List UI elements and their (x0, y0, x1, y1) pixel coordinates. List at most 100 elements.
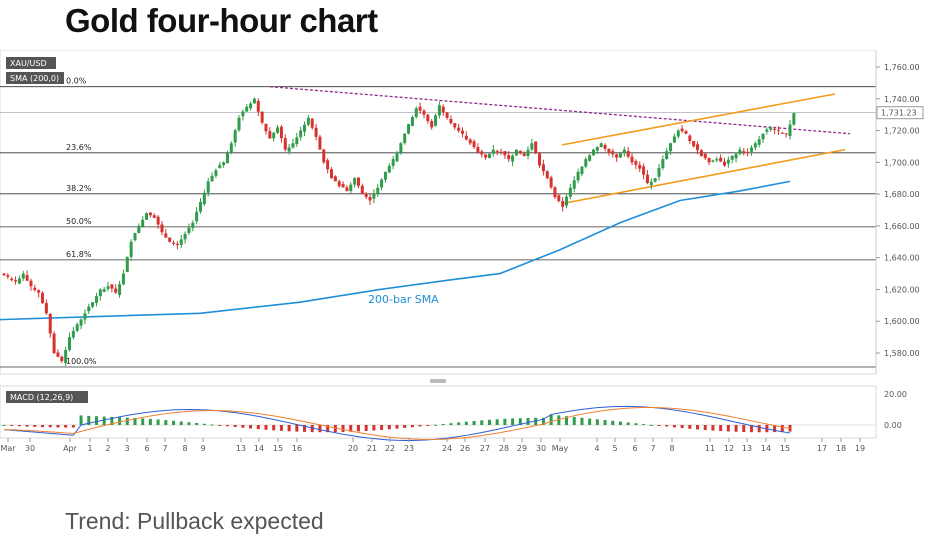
macd-histogram-bar (310, 425, 314, 433)
candle-body (172, 242, 176, 244)
gold-chart[interactable]: 0.0%23.6%38.2%50.0%61.8%100.0% 1,760.001… (0, 50, 933, 460)
pane-resize-handle[interactable] (430, 379, 446, 383)
macd-histogram-bar (449, 423, 453, 425)
candle-body (372, 193, 376, 199)
macd-histogram-bar (672, 425, 676, 428)
macd-histogram-bar (41, 425, 45, 428)
candle-body (553, 187, 557, 198)
macd-histogram-bar (565, 416, 569, 425)
macd-histogram-bar (457, 422, 461, 425)
candle-body (565, 196, 569, 206)
macd-histogram-bar (341, 425, 345, 432)
candle-body (83, 313, 87, 320)
candle-body (14, 280, 18, 282)
candle-body (44, 303, 48, 314)
candle-body (187, 227, 191, 233)
candle-body (626, 151, 630, 157)
candle-body (453, 123, 457, 128)
candle-body (526, 149, 530, 157)
candle-body (753, 143, 757, 148)
candle-body (183, 233, 187, 240)
candle-body (133, 233, 137, 241)
macd-histogram-bar (172, 420, 176, 425)
candle-body (441, 106, 445, 113)
candle-body (341, 183, 345, 188)
macd-histogram-bar (773, 425, 777, 433)
candle-body (426, 114, 430, 122)
macd-histogram-bar (511, 418, 515, 425)
candle-body (688, 135, 692, 142)
macd-histogram-bar (195, 422, 199, 425)
macd-histogram-bar (279, 425, 283, 431)
price-pane (0, 50, 877, 375)
candle-body (742, 151, 746, 153)
candle-body (279, 126, 283, 139)
candle-body (391, 159, 395, 166)
macd-histogram-bar (688, 425, 692, 429)
candle-body (491, 149, 495, 154)
price-tick-label: 1,720.00 (884, 127, 920, 136)
candle-body (64, 350, 68, 363)
macd-histogram-bar (696, 425, 700, 430)
macd-histogram-bar (326, 425, 330, 433)
macd-histogram-bar (141, 418, 145, 425)
candle-body (106, 286, 110, 290)
candle-body (33, 287, 37, 291)
candle-body (418, 106, 422, 111)
candle-body (495, 150, 499, 152)
time-tick-label: 28 (499, 444, 509, 453)
time-tick-label: 22 (385, 444, 395, 453)
candle-body (283, 138, 287, 150)
macd-histogram-bar (680, 425, 684, 429)
candle-body (530, 143, 534, 150)
candle-body (468, 139, 472, 144)
candle-body (568, 187, 572, 197)
time-tick-label: 8 (182, 444, 187, 453)
candle-body (160, 224, 164, 233)
candle-body (195, 211, 199, 222)
time-tick-label: 15 (780, 444, 790, 453)
candle-body (457, 127, 461, 131)
candle-body (268, 131, 272, 139)
time-tick-label: 29 (517, 444, 527, 453)
candle-body (449, 118, 453, 124)
candle-body (699, 150, 703, 156)
macd-histogram-bar (133, 417, 137, 425)
macd-histogram-bar (110, 416, 114, 425)
candle-body (25, 275, 29, 281)
candle-body (622, 149, 626, 154)
time-tick-label: 19 (855, 444, 865, 453)
time-tick-label: 3 (124, 444, 129, 453)
time-tick-label: 6 (632, 444, 637, 453)
candle-body (518, 150, 522, 154)
macd-histogram-bar (557, 415, 561, 425)
candle-body (696, 144, 700, 151)
time-tick-label: 13 (742, 444, 752, 453)
macd-histogram-bar (241, 425, 245, 428)
macd-histogram-bar (434, 424, 438, 426)
macd-histogram-bar (148, 418, 152, 425)
sma-legend-tag (6, 72, 64, 84)
macd-histogram-bar (642, 424, 646, 426)
candle-body (676, 130, 680, 137)
time-tick-label: 13 (236, 444, 246, 453)
candle-body (414, 108, 418, 118)
macd-histogram-bar (534, 417, 538, 425)
macd-legend-tag (6, 391, 88, 403)
candle-body (634, 161, 638, 165)
candle-body (507, 155, 511, 160)
candle-body (245, 106, 249, 112)
candle-body (225, 153, 229, 164)
legend: XAU/USD SMA (200,0) (6, 57, 64, 84)
fib-label: 61.8% (66, 250, 92, 259)
candle-body (780, 132, 784, 134)
macd-histogram-bar (711, 425, 715, 431)
candle-body (218, 165, 222, 168)
macd-indicator: 20.00 0.00 (0, 390, 907, 441)
channel-lower (561, 148, 846, 205)
macd-histogram-bar (734, 425, 738, 432)
macd-histogram-bar (233, 425, 237, 427)
candle-body (445, 112, 449, 118)
macd-histogram-bar (618, 421, 622, 425)
candle-body (776, 129, 780, 131)
